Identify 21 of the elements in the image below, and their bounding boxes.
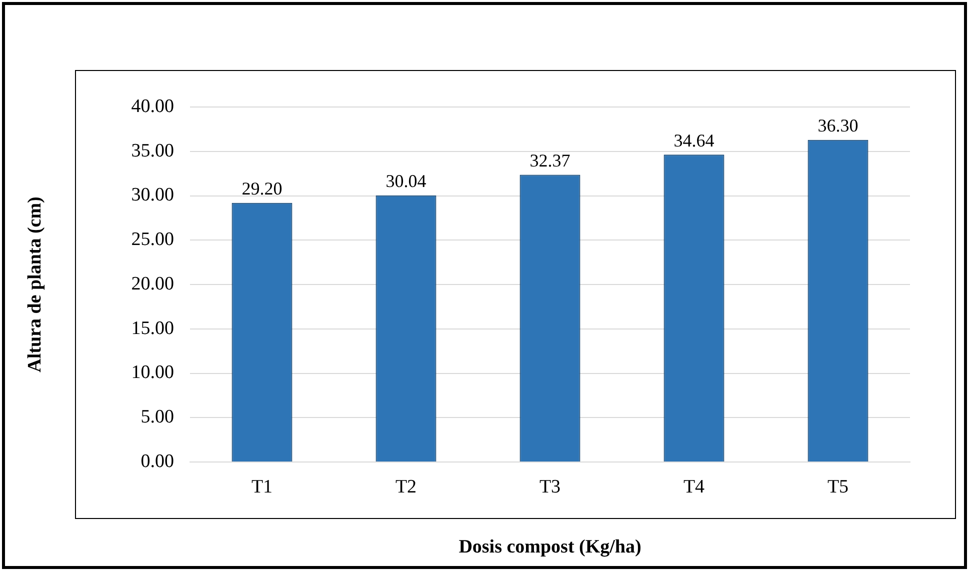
x-axis-title: Dosis compost (Kg/ha) bbox=[458, 536, 642, 558]
data-label: 36.30 bbox=[818, 116, 858, 136]
data-label: 30.04 bbox=[386, 171, 426, 192]
y-tick-label: 35.00 bbox=[131, 140, 174, 162]
x-tick-label: T5 bbox=[827, 476, 849, 498]
y-tick-label: 10.00 bbox=[131, 362, 174, 384]
data-label: 29.20 bbox=[242, 178, 282, 199]
y-tick-label: 25.00 bbox=[131, 229, 174, 250]
y-tick-label: 0.00 bbox=[140, 450, 174, 472]
x-tick-label: T1 bbox=[251, 476, 273, 498]
y-tick-label: 30.00 bbox=[131, 184, 174, 206]
y-axis-title: Altura de planta (cm) bbox=[24, 196, 46, 372]
x-tick-label: T2 bbox=[395, 476, 417, 498]
data-label: 32.37 bbox=[530, 150, 570, 170]
y-tick-label: 15.00 bbox=[131, 318, 174, 339]
x-tick-label: T4 bbox=[683, 476, 706, 498]
y-tick-label: 20.00 bbox=[131, 273, 174, 294]
y-tick-label: 40.00 bbox=[131, 96, 174, 117]
y-tick-label: 5.00 bbox=[140, 406, 174, 428]
x-tick-label: T3 bbox=[539, 476, 561, 498]
data-label: 34.64 bbox=[674, 130, 714, 150]
